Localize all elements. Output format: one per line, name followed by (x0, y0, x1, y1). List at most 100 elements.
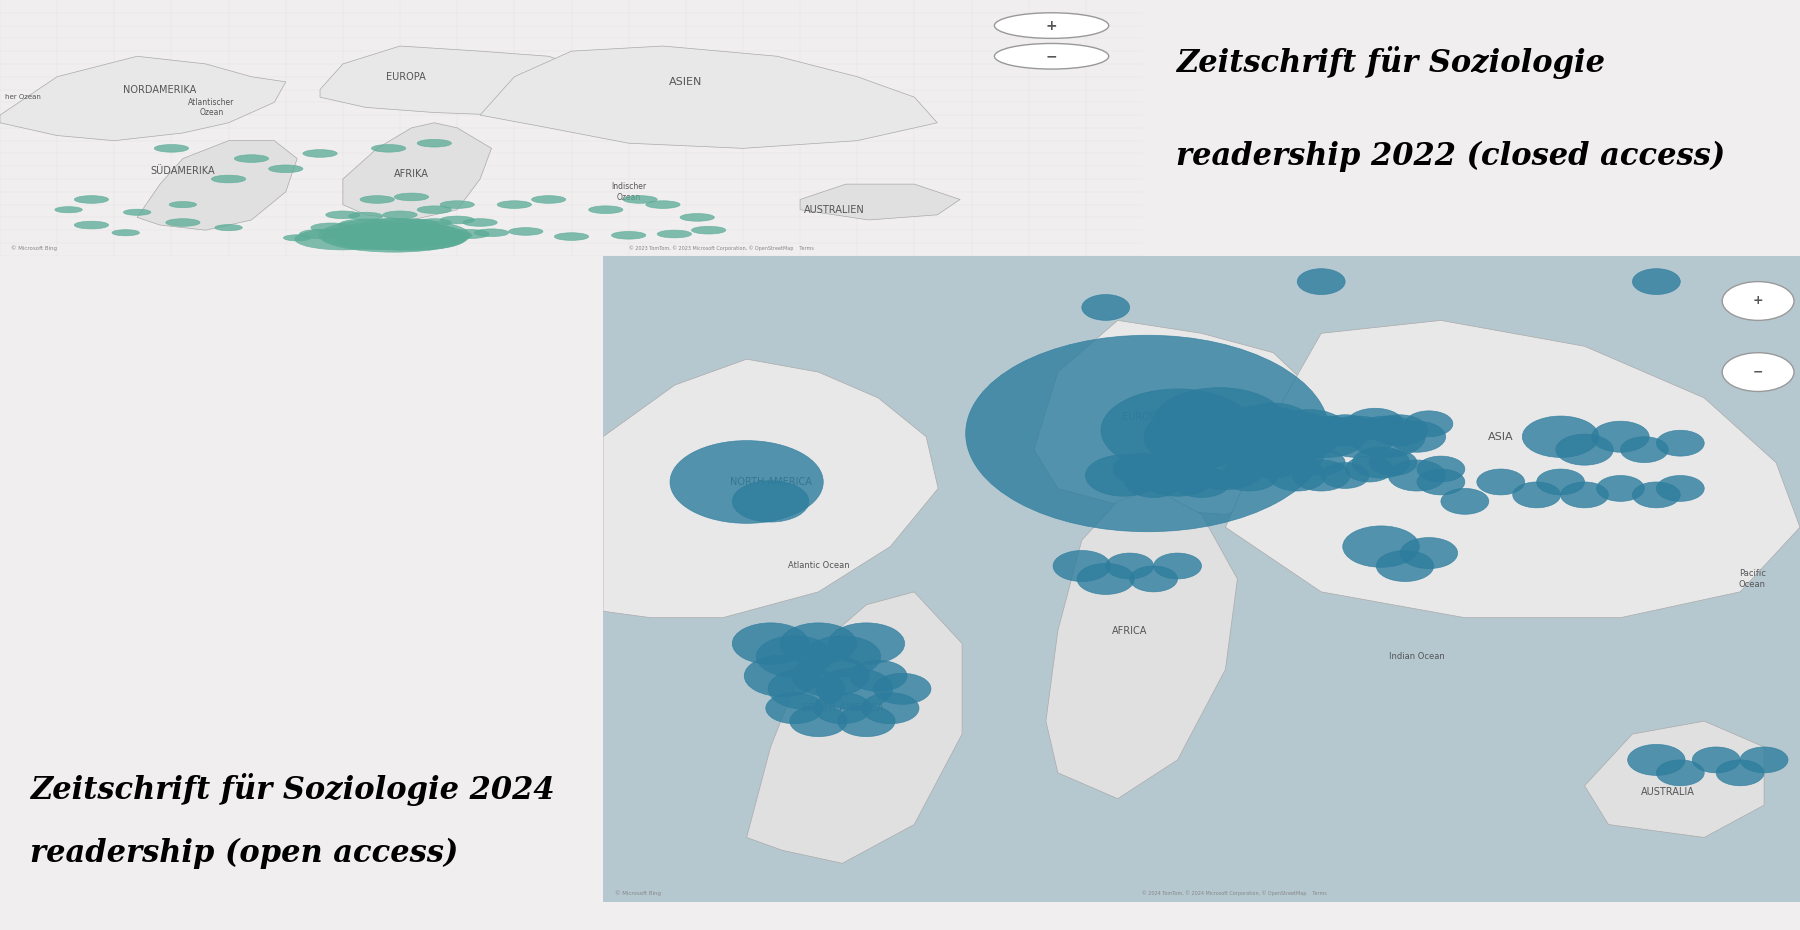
Circle shape (1352, 447, 1409, 478)
Circle shape (1102, 389, 1255, 472)
Text: Indian Ocean: Indian Ocean (1390, 652, 1445, 661)
Circle shape (1656, 760, 1705, 786)
Circle shape (1627, 744, 1685, 776)
Text: EUROPE: EUROPE (1121, 412, 1161, 422)
Circle shape (805, 636, 880, 677)
Circle shape (1620, 437, 1669, 462)
Polygon shape (1584, 721, 1764, 837)
Circle shape (448, 230, 490, 239)
Circle shape (1741, 747, 1787, 773)
Polygon shape (1033, 320, 1345, 514)
Circle shape (1316, 415, 1373, 445)
Circle shape (360, 219, 428, 234)
Circle shape (383, 211, 418, 219)
Circle shape (1139, 455, 1215, 497)
Circle shape (1656, 475, 1705, 501)
Circle shape (322, 224, 432, 249)
Circle shape (1319, 416, 1395, 458)
Circle shape (112, 230, 139, 236)
Circle shape (1723, 352, 1795, 392)
Circle shape (1269, 460, 1327, 491)
Circle shape (295, 229, 391, 250)
Circle shape (1388, 460, 1445, 491)
Text: −: − (1046, 49, 1057, 63)
Text: her Ozean: her Ozean (5, 94, 41, 100)
Circle shape (166, 219, 200, 226)
Circle shape (74, 195, 108, 204)
Polygon shape (0, 56, 286, 140)
Polygon shape (747, 591, 961, 863)
Circle shape (1188, 448, 1264, 490)
Circle shape (1523, 416, 1598, 458)
Circle shape (1656, 431, 1705, 456)
Circle shape (1370, 415, 1427, 445)
Circle shape (418, 219, 452, 226)
Text: readership 2022 (closed access): readership 2022 (closed access) (1175, 140, 1724, 172)
Circle shape (439, 216, 475, 224)
Circle shape (414, 226, 455, 234)
Circle shape (509, 228, 544, 235)
Circle shape (1298, 269, 1345, 295)
Circle shape (837, 706, 895, 737)
Circle shape (302, 150, 337, 157)
Circle shape (1377, 551, 1435, 581)
Text: NORTH AMERICA: NORTH AMERICA (729, 477, 812, 487)
Circle shape (1298, 449, 1345, 475)
Circle shape (1204, 405, 1319, 468)
Circle shape (1271, 409, 1348, 451)
Text: Pacific
Ocean: Pacific Ocean (1739, 569, 1766, 589)
Text: AUSTRALIA: AUSTRALIA (1642, 787, 1696, 797)
Circle shape (1076, 564, 1134, 594)
Circle shape (1184, 411, 1280, 462)
Circle shape (743, 656, 821, 697)
Circle shape (1537, 469, 1584, 495)
Circle shape (733, 623, 808, 664)
Text: −: − (1753, 365, 1764, 379)
Circle shape (1400, 538, 1458, 568)
Circle shape (124, 209, 151, 216)
Circle shape (1082, 295, 1130, 320)
Text: © 2023 TomTom, © 2023 Microsoft Corporation, © OpenStreetMap    Terms: © 2023 TomTom, © 2023 Microsoft Corporat… (628, 245, 814, 250)
Circle shape (1692, 747, 1741, 773)
Circle shape (394, 230, 463, 246)
Text: readership (open access): readership (open access) (31, 837, 459, 869)
Circle shape (733, 481, 808, 522)
Circle shape (814, 693, 871, 724)
Circle shape (1125, 467, 1183, 498)
Text: Zeitschrift für Soziologie 2024: Zeitschrift für Soziologie 2024 (31, 773, 554, 805)
Circle shape (1715, 760, 1764, 786)
Circle shape (680, 214, 715, 221)
Circle shape (1597, 475, 1645, 501)
Circle shape (756, 636, 833, 677)
Circle shape (155, 144, 189, 153)
Circle shape (1130, 566, 1177, 591)
Circle shape (1321, 462, 1370, 488)
Polygon shape (1226, 320, 1800, 618)
Circle shape (214, 224, 243, 231)
Circle shape (612, 232, 646, 239)
Circle shape (1633, 482, 1681, 508)
Circle shape (1112, 454, 1170, 485)
Circle shape (1555, 434, 1613, 465)
Circle shape (1053, 551, 1111, 581)
Circle shape (1723, 282, 1795, 320)
Circle shape (765, 693, 823, 724)
Circle shape (965, 335, 1330, 532)
Text: SÜDAMERIKA: SÜDAMERIKA (151, 166, 216, 177)
Circle shape (319, 219, 470, 252)
Circle shape (349, 212, 383, 219)
Text: © Microsoft Bing: © Microsoft Bing (11, 245, 58, 250)
Text: +: + (1046, 19, 1057, 33)
Circle shape (1085, 455, 1163, 497)
Circle shape (326, 211, 360, 219)
Circle shape (383, 219, 439, 232)
Circle shape (430, 231, 472, 240)
Text: AFRICA: AFRICA (1112, 626, 1147, 635)
Circle shape (342, 222, 412, 238)
Circle shape (439, 201, 475, 208)
Text: AUSTRALIEN: AUSTRALIEN (805, 205, 864, 215)
Circle shape (347, 232, 430, 249)
Circle shape (418, 140, 452, 147)
Text: Atlantic Ocean: Atlantic Ocean (788, 562, 850, 570)
Circle shape (1105, 553, 1154, 578)
